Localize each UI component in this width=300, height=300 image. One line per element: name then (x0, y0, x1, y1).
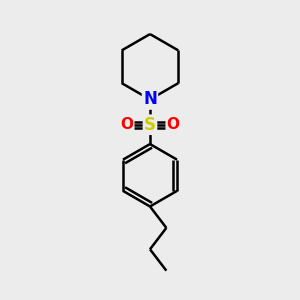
Text: O: O (120, 117, 133, 132)
Text: N: N (143, 91, 157, 109)
Text: O: O (167, 117, 180, 132)
Text: S: S (144, 116, 156, 134)
